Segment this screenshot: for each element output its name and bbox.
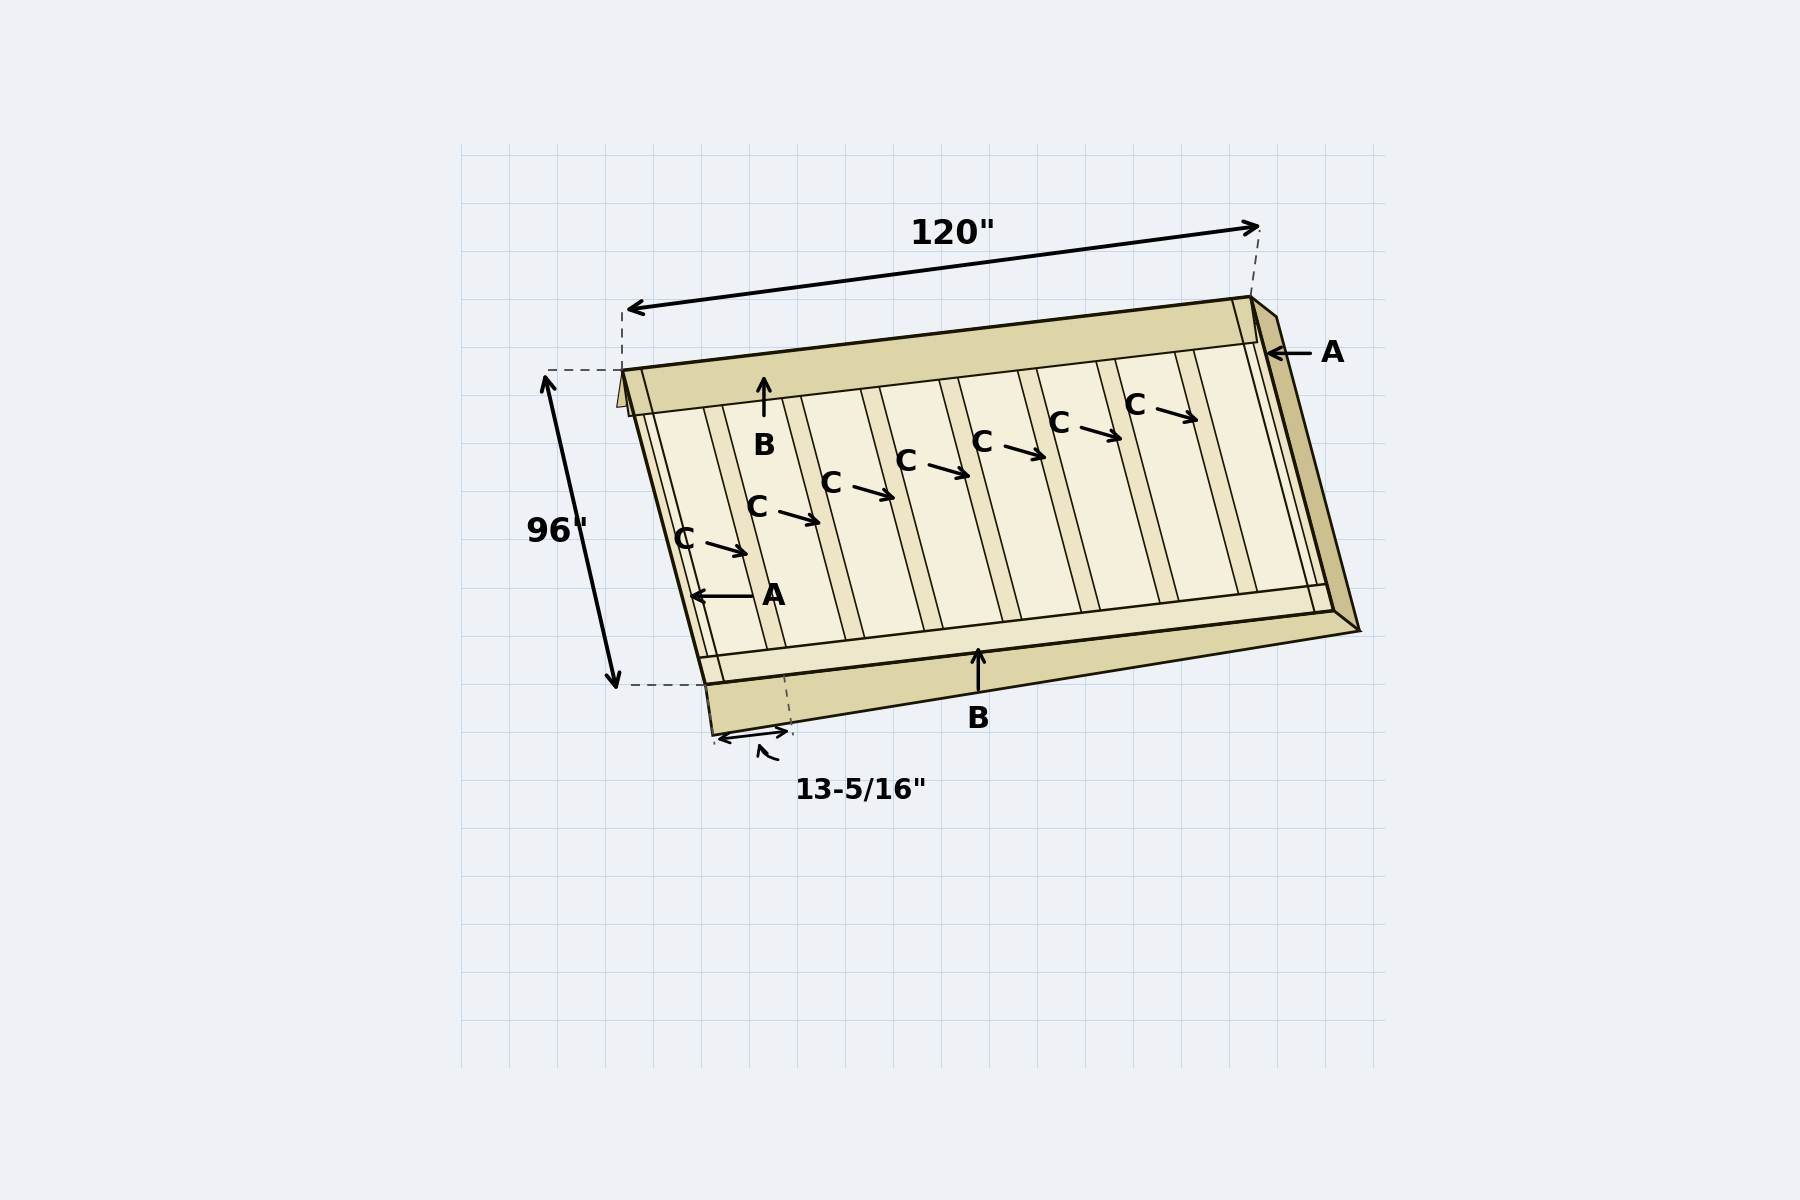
- Text: C: C: [1048, 410, 1069, 439]
- Polygon shape: [927, 332, 1030, 649]
- Polygon shape: [765, 350, 788, 390]
- Polygon shape: [770, 350, 871, 667]
- Text: 120": 120": [909, 218, 995, 251]
- Text: 13-5/16": 13-5/16": [796, 776, 927, 805]
- Polygon shape: [922, 332, 945, 372]
- Polygon shape: [1001, 323, 1024, 362]
- Polygon shape: [1157, 305, 1181, 343]
- Polygon shape: [1084, 314, 1186, 630]
- Text: B: B: [752, 432, 776, 461]
- Polygon shape: [706, 611, 1359, 736]
- Text: C: C: [819, 469, 842, 498]
- Polygon shape: [691, 360, 794, 677]
- Polygon shape: [1235, 296, 1251, 335]
- Text: C: C: [1123, 391, 1145, 421]
- Text: B: B: [967, 706, 990, 734]
- Text: C: C: [673, 526, 695, 554]
- Text: C: C: [970, 430, 994, 458]
- Polygon shape: [1078, 314, 1103, 353]
- Text: C: C: [895, 448, 918, 476]
- Polygon shape: [1251, 296, 1359, 631]
- Polygon shape: [686, 360, 711, 400]
- Text: C: C: [745, 494, 769, 523]
- Polygon shape: [1240, 296, 1334, 612]
- Polygon shape: [617, 370, 632, 407]
- Polygon shape: [623, 296, 1334, 684]
- Text: A: A: [1321, 338, 1345, 368]
- Polygon shape: [1163, 305, 1265, 620]
- Polygon shape: [848, 342, 950, 658]
- Polygon shape: [623, 296, 1258, 397]
- Polygon shape: [623, 296, 1256, 416]
- Polygon shape: [1006, 323, 1107, 640]
- Text: A: A: [761, 582, 785, 611]
- Polygon shape: [698, 584, 1334, 684]
- Polygon shape: [623, 370, 715, 684]
- Polygon shape: [842, 342, 868, 380]
- Text: 96": 96": [526, 516, 589, 548]
